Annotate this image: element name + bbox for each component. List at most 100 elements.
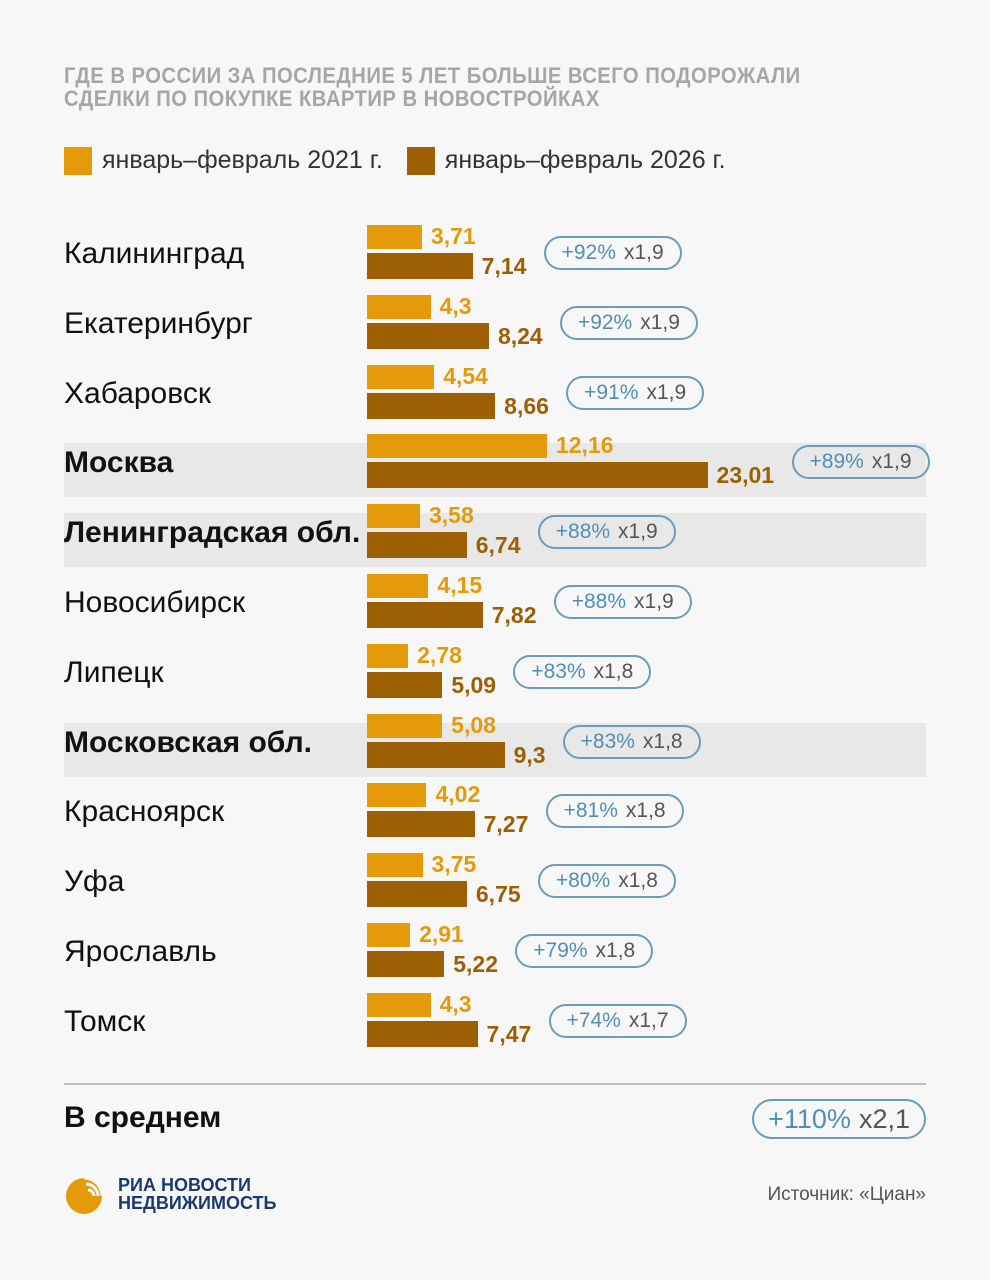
growth-pct: +80% bbox=[555, 869, 611, 893]
growth-multiplier: x1,9 bbox=[871, 450, 912, 474]
growth-badge: +80% x1,8 bbox=[537, 864, 676, 899]
bar-2021 bbox=[367, 713, 443, 738]
bar-2021 bbox=[367, 294, 431, 319]
value-label-2026: 7,82 bbox=[491, 602, 537, 628]
bar-2026 bbox=[367, 671, 443, 698]
bar-2021 bbox=[367, 504, 420, 529]
bar-2026 bbox=[367, 1020, 478, 1047]
category-label: Новосибирск bbox=[64, 586, 246, 619]
category-label: Красноярск bbox=[64, 795, 225, 829]
growth-pct: +88% bbox=[571, 590, 627, 613]
average-growth-badge: +110% x2,1 bbox=[752, 1099, 926, 1139]
growth-badge: +83% x1,8 bbox=[513, 654, 652, 689]
value-label-2021: 5,08 bbox=[451, 711, 496, 738]
growth-pct: +83% bbox=[580, 729, 635, 753]
legend-swatch-2021 bbox=[64, 146, 92, 175]
growth-pct: +92% bbox=[561, 241, 616, 264]
bar-2026 bbox=[367, 392, 496, 419]
category-label: Хабаровск bbox=[64, 376, 211, 410]
bar-2021 bbox=[367, 992, 431, 1017]
growth-pct: +88% bbox=[555, 520, 611, 544]
title-line-2: СДЕЛКИ ПО ПОКУПКЕ КВАРТИР В НОВОСТРОЙКАХ bbox=[64, 86, 600, 111]
ria-logo: РИА НОВОСТИ НЕДВИЖИМОСТЬ bbox=[64, 1172, 276, 1216]
growth-badge: +91% x1,9 bbox=[566, 375, 705, 410]
legend-label-2021: январь–февраль 2021 г. bbox=[102, 146, 383, 174]
growth-pct: +74% bbox=[566, 1008, 621, 1032]
average-multiplier: x2,1 bbox=[858, 1103, 910, 1134]
value-label-2026: 7,27 bbox=[483, 811, 529, 838]
value-label-2021: 2,91 bbox=[419, 921, 464, 947]
value-label-2026: 8,24 bbox=[497, 322, 543, 349]
growth-pct: +92% bbox=[577, 310, 633, 334]
bar-2021 bbox=[367, 783, 427, 808]
bar-2021 bbox=[367, 574, 429, 598]
growth-pct: +91% bbox=[584, 380, 639, 404]
legend-swatch-2026 bbox=[406, 146, 435, 175]
growth-badge: +74% x1,7 bbox=[548, 1003, 687, 1038]
growth-multiplier: x1,7 bbox=[628, 1008, 669, 1032]
value-label-2021: 4,3 bbox=[439, 990, 472, 1017]
growth-badge: +88% x1,9 bbox=[537, 515, 676, 550]
value-label-2021: 3,75 bbox=[431, 851, 477, 878]
growth-multiplier: x1,9 bbox=[634, 590, 674, 613]
category-label: Москва bbox=[64, 446, 174, 480]
growth-badge: +83% x1,8 bbox=[562, 724, 701, 759]
bar-2026 bbox=[367, 462, 708, 489]
category-label: Екатеринбург bbox=[64, 306, 253, 340]
value-label-2026: 8,66 bbox=[504, 392, 549, 419]
bar-2026 bbox=[367, 253, 473, 279]
value-label-2021: 4,02 bbox=[435, 781, 481, 808]
growth-multiplier: x1,9 bbox=[618, 520, 658, 544]
category-label: Липецк bbox=[64, 655, 164, 689]
growth-badge: +79% x1,8 bbox=[515, 934, 654, 968]
chart-title: ГДЕ В РОССИИ ЗА ПОСЛЕДНИЕ 5 ЛЕТ БОЛЬШЕ В… bbox=[64, 64, 855, 110]
average-label: В среднем bbox=[64, 1101, 222, 1134]
source-note: Источник: «Циан» bbox=[767, 1184, 926, 1205]
bar-2026 bbox=[367, 602, 483, 628]
value-label-2026: 7,14 bbox=[481, 253, 527, 279]
legend-item-2026: январь–февраль 2026 г. bbox=[406, 146, 726, 175]
average-pct: +110% bbox=[768, 1103, 851, 1134]
bar-2026 bbox=[367, 322, 489, 349]
row-highlight bbox=[64, 513, 926, 568]
divider bbox=[64, 1083, 926, 1085]
bar-2021 bbox=[367, 434, 547, 459]
growth-pct: +83% bbox=[531, 659, 586, 683]
growth-badge: +81% x1,8 bbox=[545, 794, 684, 829]
bar-2026 bbox=[367, 881, 467, 908]
bar-2021 bbox=[367, 853, 423, 878]
legend-item-2021: январь–февраль 2021 г. bbox=[64, 146, 383, 175]
bar-2026 bbox=[367, 741, 505, 768]
value-label-2021: 3,71 bbox=[430, 223, 476, 249]
logo-line-1: РИА НОВОСТИ bbox=[118, 1175, 251, 1195]
value-label-2021: 2,78 bbox=[417, 641, 462, 668]
growth-badge: +92% x1,9 bbox=[543, 236, 682, 270]
growth-multiplier: x1,9 bbox=[646, 380, 687, 404]
growth-badge: +92% x1,9 bbox=[559, 305, 698, 340]
bar-2026 bbox=[367, 811, 475, 838]
bar-2021 bbox=[367, 923, 411, 947]
category-label: Московская обл. bbox=[64, 725, 312, 759]
growth-multiplier: x1,9 bbox=[623, 241, 664, 264]
bar-2026 bbox=[367, 532, 467, 559]
bar-2021 bbox=[367, 643, 409, 668]
value-label-2026: 5,22 bbox=[453, 951, 499, 977]
value-label-2021: 12,16 bbox=[555, 432, 614, 459]
value-label-2021: 4,54 bbox=[443, 362, 488, 389]
logo-text: РИА НОВОСТИ НЕДВИЖИМОСТЬ bbox=[118, 1176, 276, 1212]
logo-line-2: НЕДВИЖИМОСТЬ bbox=[118, 1193, 277, 1213]
title-line-1: ГДЕ В РОССИИ ЗА ПОСЛЕДНИЕ 5 ЛЕТ БОЛЬШЕ В… bbox=[64, 63, 801, 88]
growth-badge: +88% x1,9 bbox=[553, 585, 692, 619]
growth-pct: +89% bbox=[809, 450, 864, 474]
growth-multiplier: x1,8 bbox=[642, 729, 683, 753]
bar-2021 bbox=[367, 225, 422, 249]
value-label-2026: 5,09 bbox=[451, 671, 497, 698]
value-label-2021: 3,58 bbox=[428, 502, 474, 529]
category-label: Ярославль bbox=[64, 935, 217, 968]
growth-multiplier: x1,8 bbox=[593, 659, 634, 683]
category-label: Калининград bbox=[64, 237, 245, 270]
bar-2021 bbox=[367, 364, 435, 389]
value-label-2026: 7,47 bbox=[486, 1020, 532, 1047]
growth-multiplier: x1,8 bbox=[595, 939, 636, 962]
legend-label-2026: январь–февраль 2026 г. bbox=[444, 146, 726, 174]
